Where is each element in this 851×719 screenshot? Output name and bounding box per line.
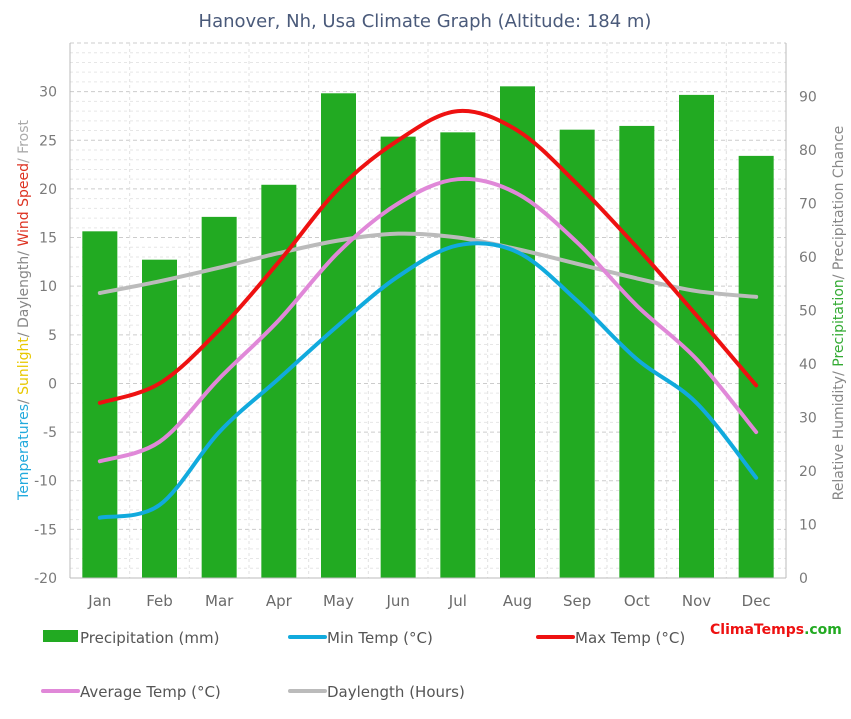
legend-label-daylength-hours: Daylength (Hours) [327, 683, 465, 701]
precipitation-bar-oct [619, 125, 655, 579]
x-tick-label: Aug [503, 592, 532, 610]
x-tick-label: Feb [146, 592, 173, 610]
precipitation-bar-dec [738, 155, 774, 578]
legend-label-average-temp-c: Average Temp (°C) [80, 683, 221, 701]
min-temp-c-line [97, 241, 759, 520]
x-tick-label: Jun [385, 592, 409, 610]
temperature-lines [97, 108, 759, 520]
legend: Precipitation (mm) Min Temp (°C) Max Temp … [41, 629, 685, 701]
left-axis-title: Temperatures/ Sunlight/ Daylength/ Wind … [16, 120, 32, 501]
daylength-hours-line [97, 231, 759, 299]
right-tick-label: 70 [799, 197, 817, 213]
right-tick-label: 90 [799, 90, 817, 106]
left-tick-label: 5 [48, 328, 57, 344]
precipitation-bar-aug [500, 86, 535, 579]
brand-text: ClimaTemps.com [710, 622, 842, 638]
x-tick-label: Oct [624, 592, 650, 610]
right-tick-label: 60 [799, 250, 817, 266]
precipitation-bar-mar [201, 216, 237, 578]
right-tick-label: 30 [799, 411, 817, 427]
right-tick-label: 0 [799, 571, 808, 587]
left-tick-label: -15 [34, 522, 57, 538]
legend-label-precipitation-mm: Precipitation (mm) [80, 629, 219, 647]
legend-swatch-precipitation-mm [43, 630, 78, 642]
legend-label-min-temp-c: Min Temp (°C) [327, 629, 433, 647]
chart-title: Hanover, Nh, Usa Climate Graph (Altitude… [199, 11, 652, 32]
precipitation-bar-jul [440, 132, 476, 578]
x-tick-label: Jan [87, 592, 111, 610]
left-tick-label: -10 [34, 474, 57, 490]
left-tick-label: 10 [39, 279, 57, 295]
right-tick-label: 20 [799, 464, 817, 480]
left-tick-label: 25 [39, 133, 57, 149]
gridlines [69, 42, 787, 579]
left-tick-label: 0 [48, 376, 57, 392]
axes: -20 -15 -10 -5 0 5 10 15 20 25 30 0 10 20 30 40 50 60 70 80… [16, 43, 847, 610]
right-axis-title: Relative Humidity/ Precipitation/ Precip… [831, 126, 847, 501]
right-tick-label: 80 [799, 143, 817, 159]
max-temp-c-line [97, 108, 759, 405]
x-tick-label: Nov [682, 592, 711, 610]
left-tick-label: 20 [39, 182, 57, 198]
right-tick-label: 40 [799, 357, 817, 373]
brand-logo: ClimaTemps.com [710, 622, 842, 638]
right-tick-label: 50 [799, 304, 817, 320]
average-temp-c-line [97, 176, 759, 464]
left-tick-label: -5 [43, 425, 57, 441]
x-tick-label: Mar [205, 592, 234, 610]
x-tick-label: Dec [742, 592, 771, 610]
precipitation-bars [82, 86, 774, 579]
precipitation-bar-nov [679, 94, 714, 579]
legend-label-max-temp-c: Max Temp (°C) [575, 629, 685, 647]
precipitation-bar-feb [142, 259, 177, 578]
x-tick-label: Jul [448, 592, 467, 610]
left-tick-label: 30 [39, 85, 57, 101]
x-tick-label: Apr [266, 592, 293, 610]
right-tick-label: 10 [799, 518, 817, 534]
left-tick-label: 15 [39, 231, 57, 247]
x-tick-label: Sep [563, 592, 591, 610]
precipitation-bar-sep [559, 129, 595, 579]
left-tick-label: -20 [34, 571, 57, 587]
x-tick-label: May [323, 592, 354, 610]
